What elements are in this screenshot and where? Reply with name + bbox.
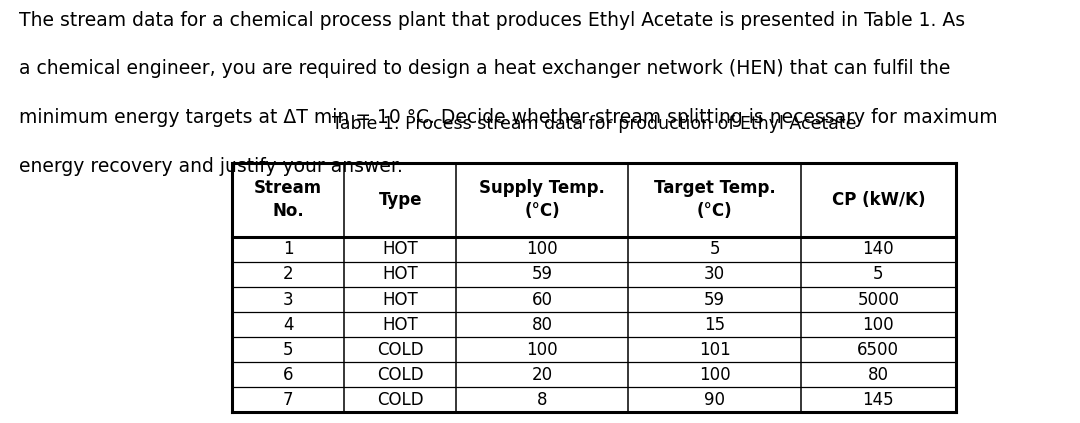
Bar — [232, 163, 956, 412]
Text: 7: 7 — [283, 391, 294, 409]
Text: 59: 59 — [531, 266, 553, 283]
Text: 60: 60 — [531, 291, 553, 308]
Text: 100: 100 — [699, 366, 730, 384]
Text: 80: 80 — [531, 316, 553, 334]
Text: Stream
No.: Stream No. — [254, 179, 322, 220]
Text: CP (kW/K): CP (kW/K) — [832, 191, 926, 209]
Text: 101: 101 — [699, 341, 730, 359]
Text: 6500: 6500 — [858, 341, 900, 359]
Text: 59: 59 — [704, 291, 725, 308]
Text: 8: 8 — [537, 391, 548, 409]
Text: 140: 140 — [863, 240, 894, 258]
Text: 6: 6 — [283, 366, 294, 384]
Text: COLD: COLD — [377, 391, 423, 409]
Text: HOT: HOT — [382, 266, 418, 283]
Text: 5000: 5000 — [858, 291, 900, 308]
Text: COLD: COLD — [377, 366, 423, 384]
Text: 5: 5 — [283, 341, 294, 359]
Text: 80: 80 — [867, 366, 889, 384]
Text: COLD: COLD — [377, 341, 423, 359]
Text: The stream data for a chemical process plant that produces Ethyl Acetate is pres: The stream data for a chemical process p… — [19, 11, 966, 30]
Text: 145: 145 — [863, 391, 894, 409]
Text: HOT: HOT — [382, 291, 418, 308]
Text: 90: 90 — [704, 391, 725, 409]
Text: 20: 20 — [531, 366, 553, 384]
Text: energy recovery and justify your answer.: energy recovery and justify your answer. — [19, 157, 403, 176]
Text: 1: 1 — [283, 240, 294, 258]
Text: 5: 5 — [873, 266, 883, 283]
Text: 100: 100 — [527, 240, 558, 258]
Text: 4: 4 — [283, 316, 294, 334]
Text: HOT: HOT — [382, 316, 418, 334]
Text: 30: 30 — [704, 266, 725, 283]
Text: 3: 3 — [283, 291, 294, 308]
Text: a chemical engineer, you are required to design a heat exchanger network (HEN) t: a chemical engineer, you are required to… — [19, 59, 950, 78]
Text: 15: 15 — [704, 316, 725, 334]
Text: 100: 100 — [527, 341, 558, 359]
Text: Supply Temp.
(°C): Supply Temp. (°C) — [480, 179, 605, 220]
Text: 5: 5 — [710, 240, 720, 258]
Text: 2: 2 — [283, 266, 294, 283]
Text: minimum energy targets at ΔT min = 10 °C. Decide whether stream splitting is nec: minimum energy targets at ΔT min = 10 °C… — [19, 108, 998, 127]
Text: Type: Type — [378, 191, 422, 209]
Text: Table 1: Process stream data for production of Ethyl Acetate: Table 1: Process stream data for product… — [332, 115, 856, 133]
Text: 100: 100 — [863, 316, 894, 334]
Text: HOT: HOT — [382, 240, 418, 258]
Text: Target Temp.
(°C): Target Temp. (°C) — [653, 179, 775, 220]
